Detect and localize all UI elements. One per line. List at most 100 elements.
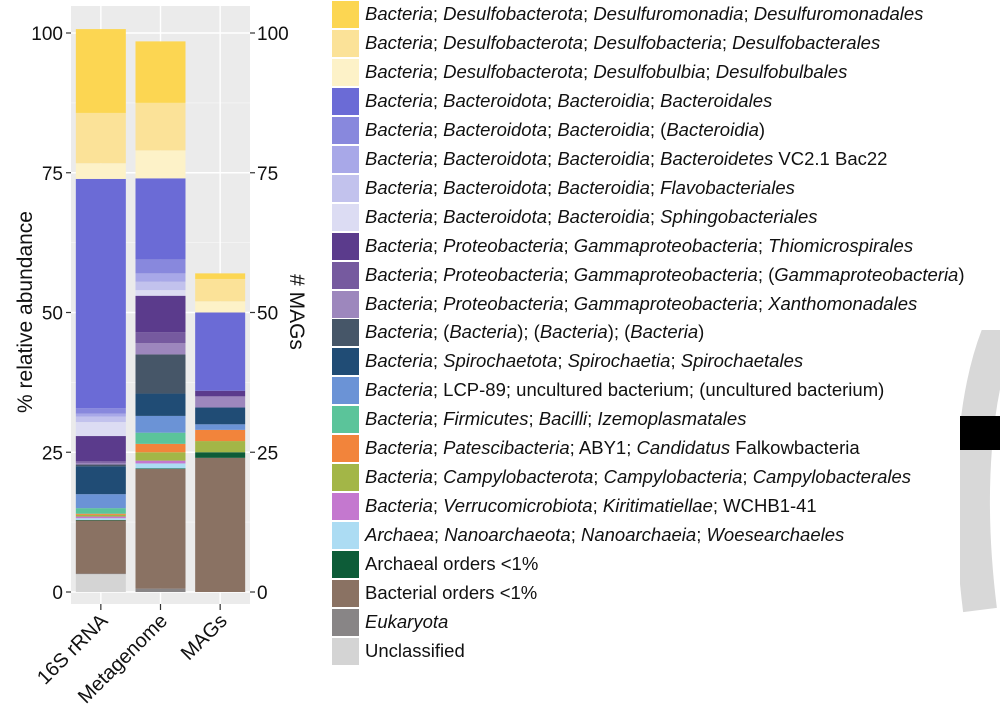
bar-segment: [75, 520, 126, 574]
legend-item: Bacteria; Bacteroidota; Bacteroidia; Sph…: [332, 203, 1000, 232]
bar-segment: [135, 469, 186, 589]
bar-segment: [75, 518, 126, 520]
bar-segment: [135, 463, 186, 469]
legend-swatch: [332, 58, 359, 86]
legend-label: Bacteria; Bacteroidota; Bacteroidia; (Ba…: [365, 118, 766, 140]
legend-item: Bacteria; Firmicutes; Bacilli; Izemoplas…: [332, 405, 1000, 434]
legend-label: Bacteria; Proteobacteria; Gammaproteobac…: [365, 234, 914, 256]
right-y-axis-title: # MAGs: [285, 274, 308, 350]
bar-segment: [135, 281, 186, 291]
bar-segment: [135, 460, 186, 464]
legend-swatch: [332, 232, 359, 260]
bar-segment: [195, 407, 246, 425]
stacked-bar-chart: 0 25 50 75 100 0 25 50 75 100 16S rRNAMetagenome…: [14, 6, 308, 705]
bar-segment: [75, 573, 126, 575]
bar-segment: [75, 466, 126, 495]
bar-segment: [75, 516, 126, 519]
legend-item: Bacteria; Patescibacteria; ABY1; Candida…: [332, 434, 1000, 463]
legend-label: Bacteria; Spirochaetota; Spirochaetia; S…: [365, 350, 804, 372]
left-tick-label: 25: [42, 443, 63, 464]
bar-segment: [75, 514, 126, 517]
partial-figure-edge: [960, 330, 1000, 613]
legend-item: Bacteria; Desulfobacterota; Desulfuromon…: [332, 0, 1000, 29]
legend-label: Bacterial orders <1%: [365, 582, 538, 603]
bar-segment: [75, 422, 126, 437]
bar-segment: [135, 290, 186, 296]
right-tick-label: 50: [257, 304, 278, 325]
legend-item: Bacteria; Campylobacterota; Campylobacte…: [332, 463, 1000, 492]
bar-segment: [135, 150, 186, 179]
legend-label: Bacteria; Bacteroidota; Bacteroidia; Fla…: [365, 176, 795, 198]
legend-item: Archaeal orders <1%: [332, 550, 1000, 579]
legend-label: Bacteria; Proteobacteria; Gammaproteobac…: [365, 292, 918, 314]
bar-segment: [75, 413, 126, 417]
bar-segment: [75, 112, 126, 164]
right-tick-label: 75: [257, 164, 278, 185]
legend-label: Bacteria; LCP-89; uncultured bacterium; …: [365, 379, 885, 401]
legend-swatch: [332, 29, 359, 57]
right-tick-label: 0: [257, 583, 268, 604]
legend-item: Unclassified: [332, 637, 1000, 666]
right-tick-label: 100: [257, 24, 289, 45]
legend-label: Bacteria; Verrucomicrobiota; Kiritimatie…: [365, 495, 817, 517]
bar-segment: [75, 464, 126, 467]
bar-segment: [75, 508, 126, 514]
bar-segment: [135, 178, 186, 260]
legend-item: Bacteria; Spirochaetota; Spirochaetia; S…: [332, 347, 1000, 376]
legend-label: Archaea; Nanoarchaeota; Nanoarchaeia; Wo…: [365, 524, 845, 546]
legend-swatch: [332, 174, 359, 202]
legend-swatch: [332, 348, 359, 376]
legend-item: Bacteria; Bacteroidota; Bacteroidia; Fla…: [332, 174, 1000, 203]
legend-swatch: [332, 522, 359, 550]
bar-segment: [195, 457, 246, 592]
bar-segment: [195, 441, 246, 453]
legend-label: Bacteria; (Bacteria); (Bacteria); (Bacte…: [365, 321, 705, 343]
bar-segment: [75, 416, 126, 423]
legend-item: Bacteria; Proteobacteria; Gammaproteobac…: [332, 290, 1000, 319]
bar-segment: [135, 415, 186, 433]
legend-label: Bacteria; Bacteroidota; Bacteroidia; Sph…: [365, 205, 818, 227]
legend-swatch: [332, 377, 359, 405]
bar-segment: [195, 273, 246, 279]
left-tick-label: 50: [42, 304, 63, 325]
legend-label: Bacteria; Desulfobacterota; Desulfobulbi…: [365, 60, 848, 82]
left-tick-label: 100: [31, 24, 63, 45]
bar-segment: [75, 29, 126, 113]
x-category-label: MAGs: [177, 610, 232, 665]
bar-segment: [195, 390, 246, 397]
bar-segment: [195, 278, 246, 302]
legend-swatch: [332, 145, 359, 173]
legend: Bacteria; Desulfobacterota; Desulfuromon…: [332, 0, 1000, 670]
bar-segment: [75, 163, 126, 179]
bar-segment: [75, 574, 126, 592]
legend-swatch: [332, 608, 359, 636]
left-tick-label: 0: [52, 583, 63, 604]
legend-swatch: [332, 1, 359, 28]
bar-stacks: [75, 29, 246, 592]
bar-segment: [195, 312, 246, 391]
bar-segment: [195, 424, 246, 430]
bar-segment: [195, 301, 246, 313]
legend-swatch: [332, 406, 359, 434]
legend-item: Bacterial orders <1%: [332, 579, 1000, 608]
bar-segment: [75, 461, 126, 463]
legend-item: Eukaryota: [332, 608, 1000, 637]
bar-segment: [135, 332, 186, 344]
bar-segment: [75, 408, 126, 414]
legend-item: Archaea; Nanoarchaeota; Nanoarchaeia; Wo…: [332, 521, 1000, 550]
bar-segment: [195, 452, 246, 458]
legend-label: Bacteria; Desulfobacterota; Desulfuromon…: [365, 3, 924, 24]
legend-swatch: [332, 261, 359, 289]
legend-label: Unclassified: [365, 639, 465, 661]
legend-item: Bacteria; Proteobacteria; Gammaproteobac…: [332, 232, 1000, 261]
legend-swatch: [332, 319, 359, 347]
legend-swatch: [332, 493, 359, 521]
bar-segment: [135, 343, 186, 355]
legend-item: Bacteria; Bacteroidota; Bacteroidia; (Ba…: [332, 116, 1000, 145]
bar-segment: [195, 429, 246, 442]
legend-item: Bacteria; (Bacteria); (Bacteria); (Bacte…: [332, 318, 1000, 347]
bar-segment: [195, 396, 246, 408]
right-tick-label: 25: [257, 443, 278, 464]
bar-segment: [135, 443, 186, 453]
bar-segment: [75, 513, 126, 515]
